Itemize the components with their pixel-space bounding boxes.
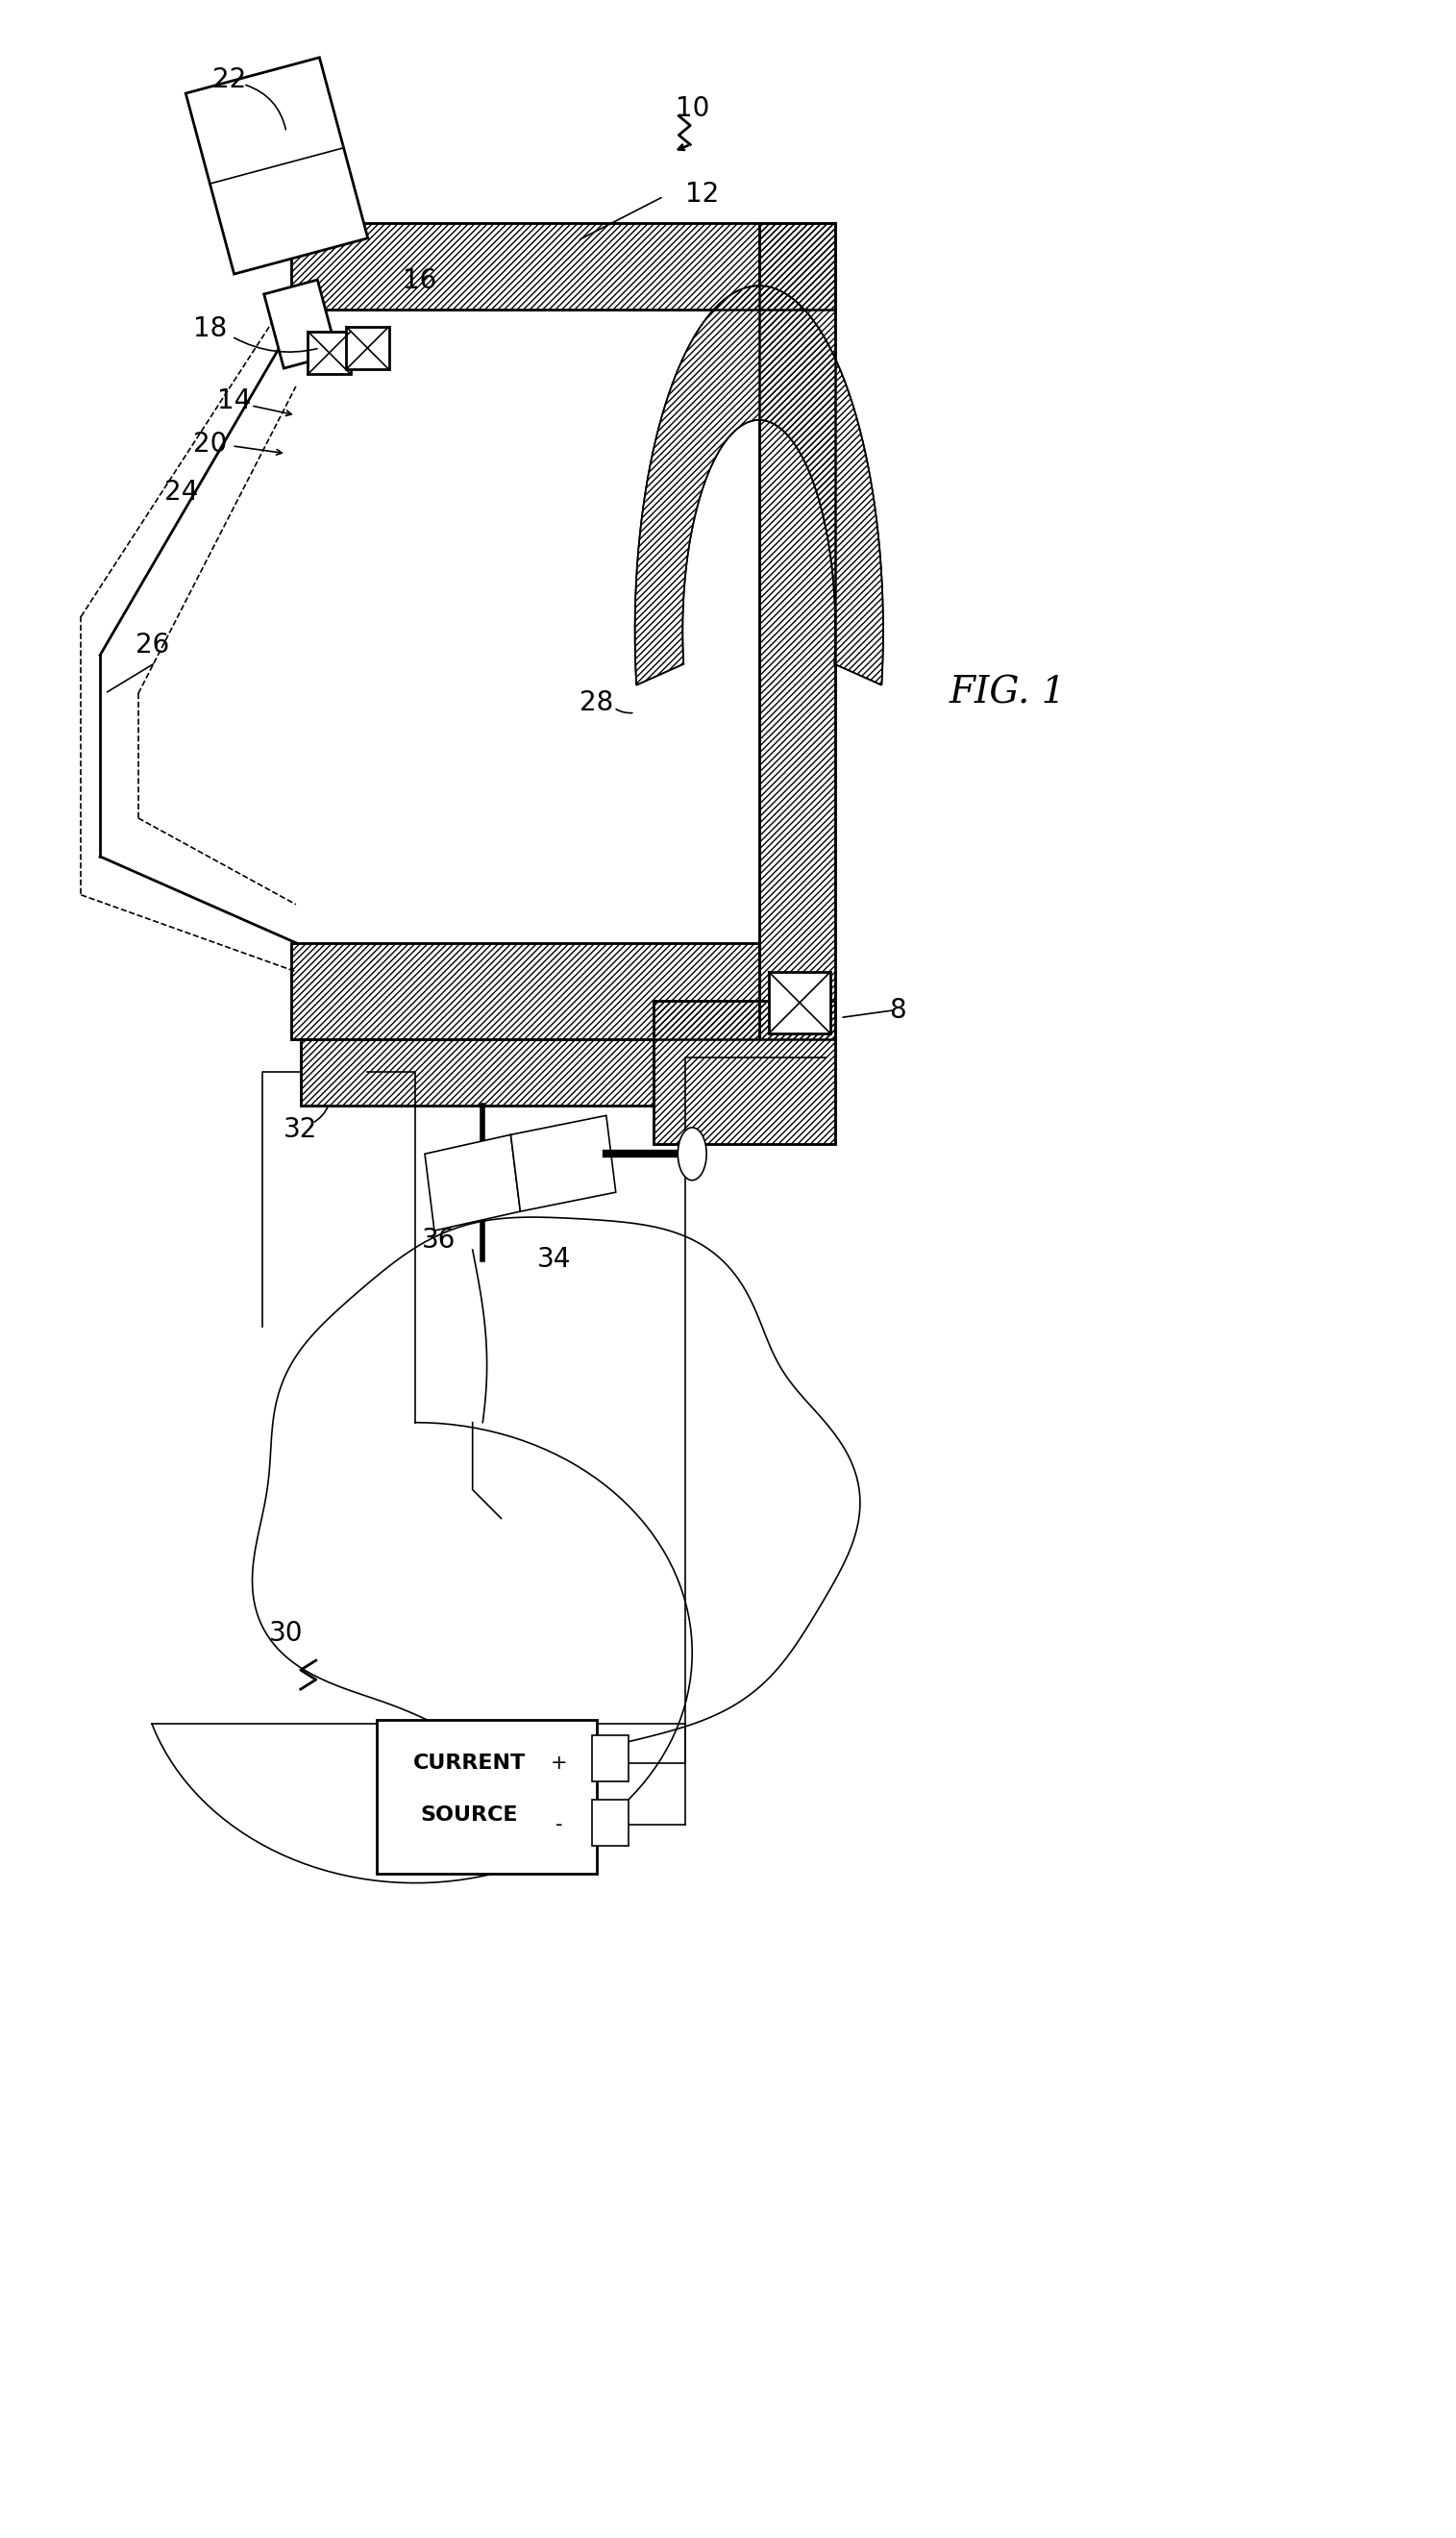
Polygon shape (264, 279, 338, 368)
Text: 28: 28 (579, 690, 613, 716)
Text: 14: 14 (217, 388, 250, 414)
Bar (769, 972, 831, 1033)
Text: +: + (550, 1754, 568, 1772)
Text: SOURCE: SOURCE (421, 1805, 518, 1825)
Text: FIG. 1: FIG. 1 (949, 675, 1066, 711)
Text: 18: 18 (194, 315, 227, 343)
Polygon shape (759, 223, 836, 1038)
Bar (347, 327, 389, 371)
Text: 24: 24 (165, 480, 198, 505)
Polygon shape (252, 1218, 860, 1754)
Text: 26: 26 (135, 632, 169, 660)
Polygon shape (635, 287, 884, 685)
Text: 16: 16 (403, 266, 437, 294)
Bar (307, 332, 351, 373)
Text: 34: 34 (537, 1246, 571, 1274)
Text: CURRENT: CURRENT (414, 1754, 526, 1772)
Polygon shape (425, 1134, 520, 1231)
Text: -: - (556, 1815, 563, 1835)
Text: 10: 10 (676, 94, 709, 122)
Polygon shape (291, 942, 759, 1038)
Text: 22: 22 (213, 66, 246, 94)
Text: 32: 32 (284, 1117, 317, 1142)
Text: 30: 30 (269, 1619, 303, 1647)
Bar (593, 1736, 628, 1782)
Text: 20: 20 (194, 431, 227, 457)
Bar (593, 1799, 628, 1845)
Text: 36: 36 (422, 1226, 456, 1254)
Polygon shape (186, 58, 368, 274)
Text: 8: 8 (890, 997, 906, 1023)
Polygon shape (291, 223, 836, 310)
Polygon shape (654, 1000, 836, 1145)
Text: 12: 12 (684, 180, 719, 208)
Polygon shape (511, 1117, 616, 1211)
Bar (377, 1721, 597, 1873)
Ellipse shape (678, 1127, 706, 1180)
Polygon shape (300, 1038, 654, 1107)
